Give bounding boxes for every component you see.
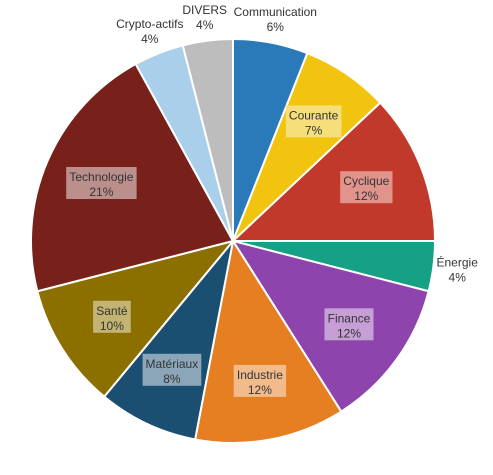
slice-cyclique[interactable] bbox=[230, 101, 437, 242]
slice-value-technologie: 21% bbox=[89, 185, 113, 199]
slice-materiaux[interactable] bbox=[102, 240, 234, 441]
slice-value-communication: 6% bbox=[267, 20, 285, 34]
label-box-finance bbox=[324, 308, 374, 341]
slice-value-cyclique: 12% bbox=[354, 189, 378, 203]
slice-label-divers: DIVERS bbox=[182, 3, 227, 17]
slice-value-courante: 7% bbox=[305, 123, 323, 137]
slice-label-industrie: Industrie bbox=[237, 368, 283, 382]
slice-value-energie: 4% bbox=[449, 270, 467, 284]
pie-labels: Communication6%Courante7%Cyclique12%Éner… bbox=[66, 3, 478, 397]
slice-label-crypto-actifs: Crypto-actifs bbox=[116, 17, 183, 31]
slice-value-crypto-actifs: 4% bbox=[141, 32, 159, 46]
slice-label-materiaux: Matériaux bbox=[146, 357, 199, 371]
label-box-industrie bbox=[233, 364, 287, 397]
slice-value-divers: 4% bbox=[196, 18, 214, 32]
slice-label-sante: Santé bbox=[96, 304, 128, 318]
slice-sante[interactable] bbox=[36, 239, 236, 399]
slice-value-sante: 10% bbox=[100, 319, 124, 333]
slice-divers[interactable] bbox=[181, 37, 234, 242]
pie-slices bbox=[30, 37, 437, 444]
label-box-materiaux bbox=[142, 353, 202, 386]
label-box-sante bbox=[93, 300, 131, 333]
slice-value-materiaux: 8% bbox=[163, 372, 181, 386]
label-box-cyclique bbox=[340, 171, 393, 204]
slice-label-courante: Courante bbox=[289, 108, 339, 122]
slice-label-technologie: Technologie bbox=[69, 170, 133, 184]
slice-value-industrie: 12% bbox=[248, 383, 272, 397]
label-box-technologie bbox=[66, 167, 137, 199]
slice-label-cyclique: Cyclique bbox=[343, 174, 389, 188]
slice-industrie[interactable] bbox=[193, 238, 343, 444]
label-box-courante bbox=[285, 105, 342, 138]
slice-label-energie: Énergie bbox=[437, 254, 479, 269]
slice-label-communication: Communication bbox=[234, 5, 317, 19]
slice-label-finance: Finance bbox=[328, 311, 371, 325]
slice-value-finance: 12% bbox=[337, 326, 361, 340]
